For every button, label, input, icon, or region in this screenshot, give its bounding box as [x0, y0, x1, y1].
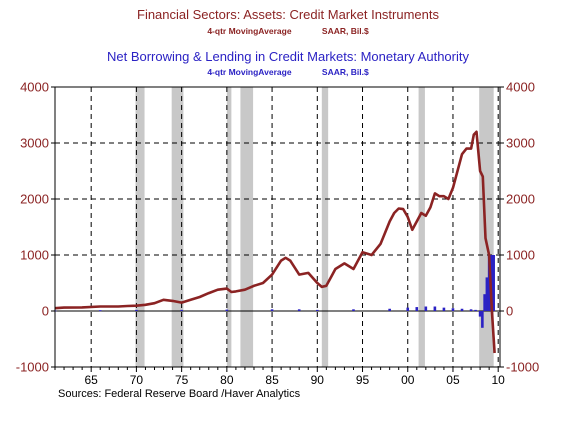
monetary-bar-11	[415, 307, 419, 311]
recession-band-5	[418, 87, 425, 367]
y-label-right-4: 3000	[506, 136, 535, 151]
monetary-bar-10	[406, 307, 410, 311]
monetary-bar-18	[474, 309, 477, 311]
assets-line-group	[54, 130, 496, 354]
y-label-right-3: 2000	[506, 192, 535, 207]
monetary-bar-17	[469, 309, 473, 311]
chart-subtitle-assets: 4-qtr MovingAverage SAAR, Bil.$	[0, 26, 576, 36]
subtitle-assets-method: 4-qtr MovingAverage	[207, 26, 292, 36]
chart-title-monetary: Net Borrowing & Lending in Credit Market…	[106, 49, 469, 64]
x-label-3: 80	[220, 373, 234, 387]
recession-band-2	[226, 87, 232, 367]
monetary-bar-15	[451, 308, 455, 311]
monetary-bar-13	[433, 306, 437, 311]
monetary-bar-6	[297, 309, 301, 311]
monetary-bar-12	[424, 306, 428, 311]
chart-title-assets: Financial Sectors: Assets: Credit Market…	[137, 7, 439, 22]
chart-subtitle-monetary: 4-qtr MovingAverage SAAR, Bil.$	[0, 67, 576, 77]
monetary-bar-4	[225, 309, 229, 311]
monetary-bar-5	[270, 309, 274, 311]
subtitle-assets-units: SAAR, Bil.$	[321, 26, 369, 36]
monetary-bar-9	[388, 308, 391, 311]
x-label-8: 05	[446, 373, 460, 387]
monetary-bar-7	[315, 309, 319, 311]
y-label-left-3: 2000	[20, 192, 49, 207]
y-label-left-5: 4000	[20, 80, 49, 95]
recession-band-3	[240, 87, 254, 367]
monetary-bar-21	[483, 294, 486, 311]
x-label-0: 65	[84, 373, 98, 387]
monetary-bar-2	[135, 309, 138, 311]
y-label-right-1: 0	[506, 304, 513, 319]
subtitle-monetary-method: 4-qtr MovingAverage	[207, 67, 292, 77]
y-label-right-5: 4000	[506, 80, 535, 95]
monetary-bar-8	[352, 309, 355, 311]
x-label-6: 95	[356, 373, 370, 387]
x-axis: 65 70 75 80 85 90 95 00 05 10	[54, 367, 506, 387]
grid-lines	[55, 87, 500, 367]
y-label-left-0: -1000	[16, 360, 49, 375]
recession-band-4	[321, 87, 329, 367]
y-axis-left: -1000 0 1000 2000 3000 4000	[16, 80, 55, 375]
monetary-bar-16	[460, 308, 464, 311]
x-label-2: 75	[175, 373, 189, 387]
assets-line	[54, 130, 496, 354]
x-label-1: 70	[130, 373, 144, 387]
subtitle-monetary-units: SAAR, Bil.$	[321, 67, 369, 77]
plot-frame	[54, 86, 501, 368]
monetary-bar-14	[442, 307, 446, 311]
monetary-bar-3	[180, 309, 183, 311]
y-label-left-4: 3000	[20, 136, 49, 151]
recession-band-1	[171, 87, 184, 367]
x-label-4: 85	[265, 373, 279, 387]
monetary-bar-23	[487, 255, 491, 311]
monetary-bars	[53, 255, 495, 328]
x-label-9: 10	[492, 373, 506, 387]
y-label-right-2: 1000	[506, 248, 535, 263]
y-label-right-0: -1000	[506, 360, 539, 375]
monetary-bar-1	[98, 310, 102, 312]
monetary-bar-25	[492, 255, 495, 311]
y-label-left-1: 0	[42, 304, 49, 319]
recession-bands	[135, 87, 494, 367]
y-axis-right: -1000 0 1000 2000 3000 4000	[500, 80, 539, 375]
plot-border	[54, 86, 501, 368]
monetary-bar-22	[485, 277, 489, 311]
y-label-left-2: 1000	[20, 248, 49, 263]
recession-band-0	[135, 87, 145, 367]
monetary-bar-19	[478, 311, 482, 317]
x-label-7: 00	[401, 373, 415, 387]
x-label-5: 90	[311, 373, 325, 387]
monetary-bar-20	[481, 311, 484, 328]
source-note: Sources: Federal Reserve Board /Haver An…	[58, 388, 301, 400]
